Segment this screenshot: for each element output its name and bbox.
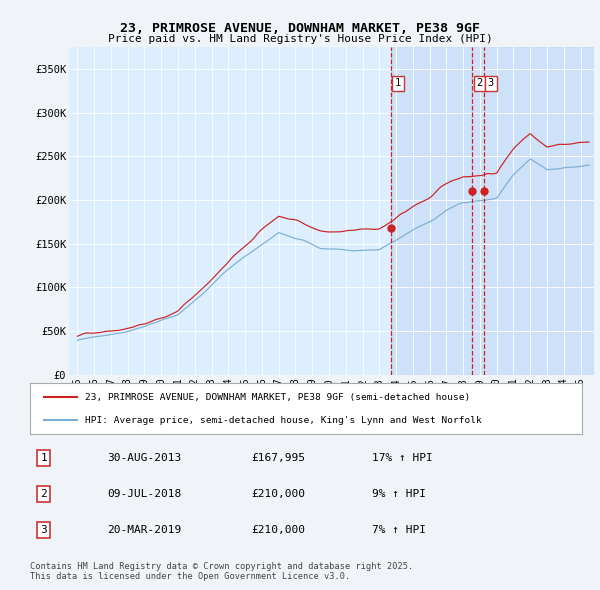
Text: 3: 3	[40, 525, 47, 535]
Text: 30-AUG-2013: 30-AUG-2013	[107, 453, 182, 463]
Text: 09-JUL-2018: 09-JUL-2018	[107, 489, 182, 499]
Bar	[391, 47, 594, 375]
Text: 1: 1	[395, 78, 401, 88]
Text: 9% ↑ HPI: 9% ↑ HPI	[372, 489, 426, 499]
Text: 1: 1	[40, 453, 47, 463]
Text: £167,995: £167,995	[251, 453, 305, 463]
Text: Contains HM Land Registry data © Crown copyright and database right 2025.
This d: Contains HM Land Registry data © Crown c…	[30, 562, 413, 581]
Text: 2: 2	[476, 78, 482, 88]
Text: 23, PRIMROSE AVENUE, DOWNHAM MARKET, PE38 9GF (semi-detached house): 23, PRIMROSE AVENUE, DOWNHAM MARKET, PE3…	[85, 392, 470, 402]
Text: 3: 3	[488, 78, 494, 88]
Text: Price paid vs. HM Land Registry's House Price Index (HPI): Price paid vs. HM Land Registry's House …	[107, 34, 493, 44]
Text: HPI: Average price, semi-detached house, King's Lynn and West Norfolk: HPI: Average price, semi-detached house,…	[85, 415, 482, 425]
Text: 17% ↑ HPI: 17% ↑ HPI	[372, 453, 433, 463]
Text: £210,000: £210,000	[251, 525, 305, 535]
Text: 7% ↑ HPI: 7% ↑ HPI	[372, 525, 426, 535]
Text: 23, PRIMROSE AVENUE, DOWNHAM MARKET, PE38 9GF: 23, PRIMROSE AVENUE, DOWNHAM MARKET, PE3…	[120, 22, 480, 35]
Text: 20-MAR-2019: 20-MAR-2019	[107, 525, 182, 535]
Text: £210,000: £210,000	[251, 489, 305, 499]
Text: 2: 2	[40, 489, 47, 499]
